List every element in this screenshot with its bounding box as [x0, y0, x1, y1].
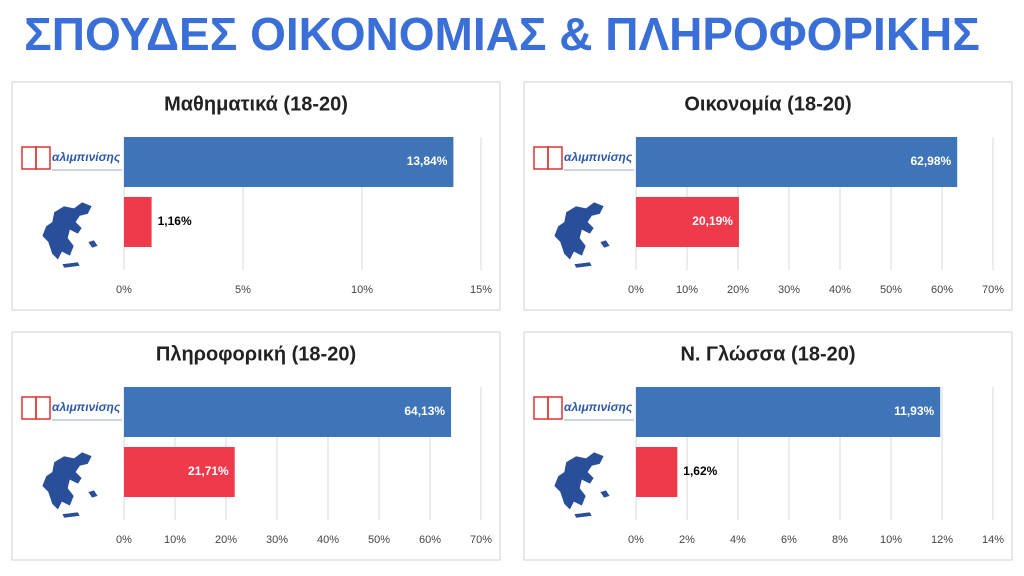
panel-frame [523, 331, 1013, 561]
x-tick-label: 12% [931, 534, 953, 546]
x-tick-label: 40% [829, 284, 851, 296]
x-tick-label: 14% [982, 534, 1004, 546]
bar [636, 137, 958, 187]
x-tick-label: 0% [116, 284, 132, 296]
x-tick-label: 10% [164, 534, 186, 546]
x-tick-label: 0% [116, 534, 132, 546]
x-tick-label: 10% [676, 284, 698, 296]
x-tick-label: 15% [470, 284, 492, 296]
greece-map [41, 201, 99, 269]
panel-frame [523, 81, 1013, 311]
greece-map [41, 451, 99, 519]
bar [636, 197, 739, 247]
x-tick-label: 50% [880, 284, 902, 296]
x-tick-label: 70% [470, 534, 492, 546]
category-logo: αλιμπινίσης [52, 400, 121, 414]
x-tick-label: 8% [832, 534, 848, 546]
chart-title: Ν. Γλώσσα (18-20) [680, 343, 855, 365]
value-label: 64,13% [404, 404, 445, 418]
value-label: 21,71% [188, 464, 229, 478]
x-tick-label: 10% [880, 534, 902, 546]
panel-frame [11, 331, 501, 561]
chart-panel: Οικονομία (18-20) 0% 10% 20% 30% 40% 50% 60% 70%… [523, 81, 1013, 311]
chart-panel: Ν. Γλώσσα (18-20) 0% 2% 4% 6% 8% 10% 12% 14% 11,9… [523, 331, 1013, 561]
x-tick-label: 2% [679, 534, 695, 546]
chart-title: Πληροφορική (18-20) [156, 343, 356, 365]
category-logo: αλιμπινίσης [564, 400, 633, 414]
x-tick-label: 30% [778, 284, 800, 296]
x-tick-label: 6% [781, 534, 797, 546]
logo-book [547, 146, 563, 170]
x-tick-label: 70% [982, 284, 1004, 296]
logo-book [547, 396, 563, 420]
x-tick-label: 10% [351, 284, 373, 296]
chart-title: Μαθηματικά (18-20) [164, 93, 348, 115]
bar [124, 447, 235, 497]
bar [124, 387, 452, 437]
category-logo: αλιμπινίσης [52, 150, 121, 164]
panel-frame [11, 81, 501, 311]
x-tick-label: 20% [215, 534, 237, 546]
bar [124, 137, 454, 187]
greece-map [553, 201, 611, 269]
value-label: 13,84% [407, 154, 448, 168]
x-tick-label: 5% [235, 284, 251, 296]
bar [124, 197, 152, 247]
value-label: 62,98% [910, 154, 951, 168]
value-label: 20,19% [692, 214, 733, 228]
x-tick-label: 40% [317, 534, 339, 546]
x-tick-label: 30% [266, 534, 288, 546]
x-tick-label: 50% [368, 534, 390, 546]
page-title: ΣΠΟΥΔΕΣ ΟΙΚΟΝΟΜΙΑΣ & ΠΛΗΡΟΦΟΡΙΚΗΣ [24, 8, 980, 60]
x-tick-label: 4% [730, 534, 746, 546]
x-tick-label: 0% [628, 284, 644, 296]
x-tick-label: 20% [727, 284, 749, 296]
x-tick-label: 60% [419, 534, 441, 546]
value-label: 1,62% [683, 464, 717, 478]
category-logo: αλιμπινίσης [564, 150, 633, 164]
greece-map [553, 451, 611, 519]
x-tick-label: 60% [931, 284, 953, 296]
x-tick-label: 0% [628, 534, 644, 546]
logo-book [35, 396, 51, 420]
chart-panel: Μαθηματικά (18-20) 0% 5% 10% 15% 13,84% αλιμπι… [11, 81, 501, 311]
value-label: 1,16% [158, 214, 192, 228]
bar [636, 387, 941, 437]
bar [636, 447, 678, 497]
chart-title: Οικονομία (18-20) [684, 93, 851, 115]
logo-book [35, 146, 51, 170]
chart-panel: Πληροφορική (18-20) 0% 10% 20% 30% 40% 50% 60% 7… [11, 331, 501, 561]
value-label: 11,93% [894, 404, 934, 418]
